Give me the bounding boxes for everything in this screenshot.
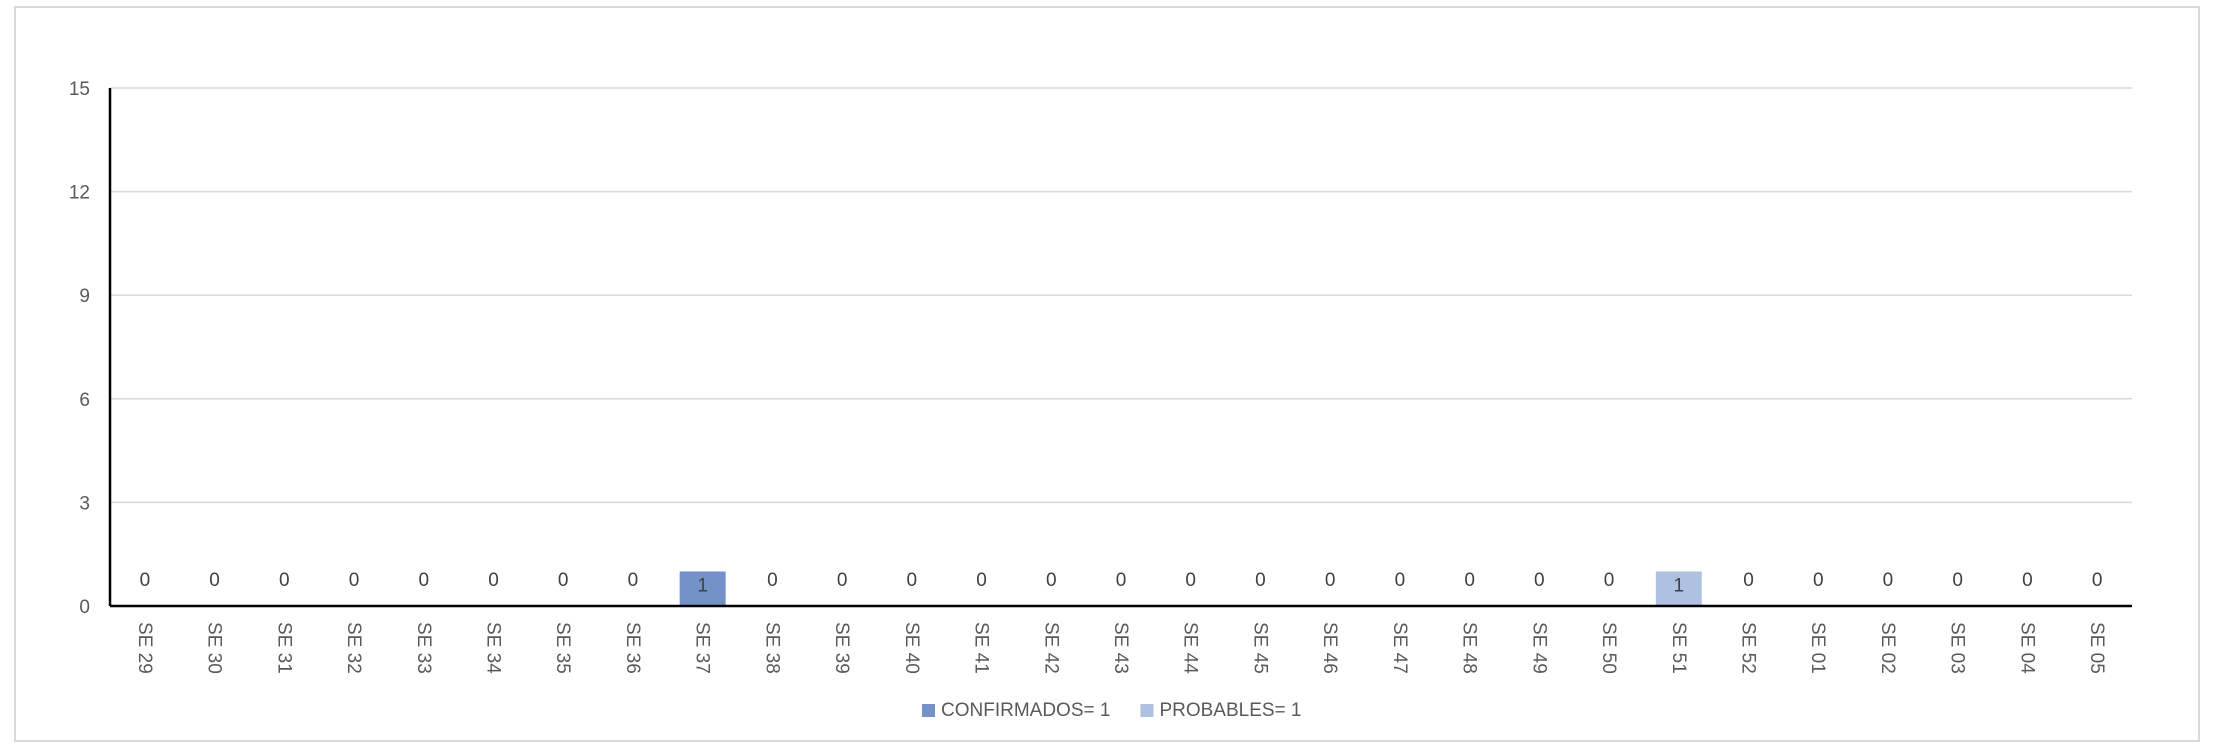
gridlines	[110, 87, 2132, 504]
y-tick-label: 6	[79, 390, 90, 411]
data-label-se03: 0	[1952, 570, 1963, 591]
x-tick-label: SE 34	[482, 622, 503, 674]
data-label-se51: 1	[1674, 575, 1685, 596]
data-label-se31: 0	[279, 570, 290, 591]
x-tick-label: SE 33	[413, 622, 434, 674]
data-label-se34: 0	[488, 570, 499, 591]
x-tick-label: SE 45	[1249, 622, 1270, 674]
x-tick-label: SE 05	[2086, 622, 2107, 674]
x-tick-label: SE 02	[1877, 622, 1898, 674]
x-tick-label: SE 43	[1110, 622, 1131, 674]
legend-label-0: CONFIRMADOS= 1	[941, 700, 1110, 721]
x-tick-label: SE 52	[1738, 622, 1759, 674]
x-tick-label: SE 38	[761, 622, 782, 674]
y-tick-label: 3	[79, 493, 90, 514]
bar-se51-series-1	[1655, 571, 1702, 606]
data-label-se47: 0	[1395, 570, 1406, 591]
bars	[679, 571, 1702, 606]
data-label-se01: 0	[1813, 570, 1824, 591]
x-tick-label: SE 49	[1528, 622, 1549, 674]
legend: CONFIRMADOS= 1 PROBABLES= 1	[922, 700, 1302, 721]
y-tick-label: 9	[79, 286, 90, 307]
data-label-se02: 0	[1883, 570, 1894, 591]
x-tick-label: SE 51	[1668, 622, 1689, 674]
data-label-se43: 0	[1116, 570, 1127, 591]
x-tick-label: SE 32	[343, 622, 364, 674]
y-tick-label: 0	[79, 597, 90, 618]
x-tick-label: SE 04	[2016, 622, 2037, 674]
data-label-se50: 0	[1604, 570, 1615, 591]
chart-frame	[14, 6, 2200, 742]
x-tick-label: SE 41	[971, 622, 992, 674]
x-tick-label: SE 29	[134, 622, 155, 674]
x-tick-label: SE 50	[1598, 622, 1619, 674]
x-tick-label: SE 36	[622, 622, 643, 674]
bar-se37-series-0	[679, 571, 726, 606]
data-label-se44: 0	[1185, 570, 1196, 591]
data-label-se46: 0	[1325, 570, 1336, 591]
x-tick-label: SE 44	[1180, 622, 1201, 674]
data-label-se33: 0	[418, 570, 429, 591]
x-tick-label: SE 01	[1807, 622, 1828, 674]
data-label-se30: 0	[209, 570, 220, 591]
x-tick-label: SE 42	[1040, 622, 1061, 674]
x-tick-label: SE 40	[901, 622, 922, 674]
legend-label-1: PROBABLES= 1	[1159, 700, 1301, 721]
x-tick-label: SE 47	[1389, 622, 1410, 674]
x-tick-label: SE 03	[1947, 622, 1968, 674]
data-label-se49: 0	[1534, 570, 1545, 591]
x-tick-label: SE 46	[1319, 622, 1340, 674]
data-label-se38: 0	[767, 570, 778, 591]
legend-swatch-0	[922, 704, 935, 717]
axes	[108, 88, 2132, 608]
data-label-se52: 0	[1743, 570, 1754, 591]
y-axis-tick-labels: 0 3 6 9 12 15	[69, 79, 90, 618]
y-tick-label: 15	[69, 79, 90, 100]
x-tick-label: SE 31	[273, 622, 294, 674]
data-label-se39: 0	[837, 570, 848, 591]
x-tick-label: SE 39	[831, 622, 852, 674]
y-tick-label: 12	[69, 183, 90, 204]
legend-swatch-1	[1140, 704, 1154, 717]
data-labels: 0 0 0 0 0 0 0 0 1 0 0 0 0 0 0 0 0 0 0 0 0 0 1 0 0 0 0 0 0	[140, 570, 2103, 596]
data-label-se42: 0	[1046, 570, 1057, 591]
x-tick-label: SE 30	[204, 622, 225, 674]
data-label-se36: 0	[628, 570, 639, 591]
x-tick-label: SE 37	[692, 622, 713, 674]
data-label-se45: 0	[1255, 570, 1266, 591]
x-tick-label: SE 35	[552, 622, 573, 674]
data-label-se04: 0	[2022, 570, 2033, 591]
data-label-se32: 0	[349, 570, 360, 591]
data-label-se48: 0	[1464, 570, 1475, 591]
data-label-se35: 0	[558, 570, 569, 591]
x-axis-tick-labels: SE 29 SE 30 SE 31 SE 32 SE 33 SE 34 SE 35 SE 36…	[134, 622, 2107, 674]
data-label-se37: 1	[697, 575, 708, 596]
x-tick-label: SE 48	[1459, 622, 1480, 674]
data-label-se41: 0	[976, 570, 987, 591]
data-label-se40: 0	[907, 570, 918, 591]
data-label-se05: 0	[2092, 570, 2103, 591]
data-label-se29: 0	[140, 570, 151, 591]
